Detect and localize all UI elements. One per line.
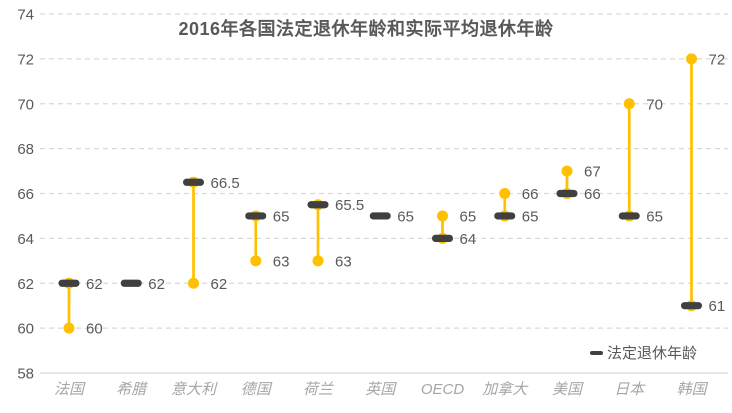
- actual-age-label: 66: [522, 186, 539, 203]
- y-tick-label: 66: [17, 186, 34, 203]
- statutory-age-dash: [183, 178, 204, 186]
- actual-age-label: 70: [646, 96, 663, 113]
- x-category-label: 加拿大: [482, 381, 529, 398]
- actual-age-dot: [561, 165, 573, 177]
- actual-age-label: 65: [460, 208, 477, 225]
- statutory-age-dash: [307, 201, 329, 209]
- statutory-age-label: 65.5: [335, 197, 364, 214]
- actual-age-dot: [188, 277, 199, 289]
- statutory-age-dash: [618, 212, 640, 220]
- actual-age-label: 72: [709, 51, 726, 68]
- y-tick-label: 72: [17, 51, 34, 68]
- statutory-age-label: 65: [273, 208, 290, 225]
- statutory-age-label: 65: [397, 208, 414, 225]
- statutory-age-dash: [120, 279, 142, 287]
- x-category-label: 韩国: [676, 381, 708, 398]
- statutory-age-dash: [369, 212, 391, 220]
- x-category-label: 荷兰: [303, 381, 334, 398]
- actual-age-dot: [686, 53, 697, 65]
- x-category-label: 意大利: [171, 381, 218, 398]
- x-category-label: 英国: [365, 381, 397, 398]
- statutory-age-label: 62: [148, 276, 165, 293]
- statutory-age-label: 61: [709, 298, 726, 315]
- legend: 法定退休年龄: [590, 342, 697, 363]
- actual-age-dot: [63, 322, 75, 334]
- statutory-age-dash: [494, 212, 516, 220]
- actual-age-dot: [437, 210, 448, 222]
- x-category-label: OECD: [421, 381, 465, 398]
- x-category-label: 希腊: [116, 381, 148, 398]
- x-category-label: 德国: [241, 381, 273, 398]
- statutory-age-label: 66: [584, 186, 601, 203]
- statutory-age-dash: [556, 189, 578, 198]
- statutory-age-dash: [245, 212, 267, 220]
- statutory-age-label: 66.5: [211, 175, 240, 192]
- statutory-age-dash: [681, 302, 702, 310]
- actual-age-dot: [312, 255, 324, 267]
- legend-dash-icon: [590, 350, 603, 355]
- y-tick-label: 62: [17, 276, 34, 293]
- y-tick-label: 68: [17, 141, 34, 158]
- actual-age-dot: [623, 98, 635, 110]
- statutory-age-dash: [58, 279, 80, 287]
- actual-age-dot: [499, 188, 511, 199]
- actual-age-label: 63: [335, 253, 352, 270]
- statutory-age-label: 65: [522, 208, 539, 225]
- statutory-age-dash: [432, 234, 453, 242]
- actual-age-dot: [250, 255, 262, 267]
- x-category-label: 日本: [614, 381, 646, 398]
- statutory-age-label: 64: [460, 231, 477, 248]
- actual-age-label: 63: [273, 253, 290, 270]
- actual-age-label: 62: [211, 276, 228, 293]
- actual-age-label: 67: [584, 164, 601, 181]
- statutory-age-label: 62: [86, 276, 103, 293]
- y-tick-label: 70: [17, 96, 34, 113]
- actual-age-label: 60: [86, 321, 103, 338]
- y-tick-label: 58: [17, 366, 34, 383]
- legend-label: 法定退休年龄: [607, 345, 698, 362]
- y-tick-label: 64: [17, 231, 34, 248]
- x-category-label: 美国: [552, 381, 584, 398]
- y-tick-label: 60: [17, 321, 34, 338]
- statutory-age-label: 65: [646, 208, 663, 225]
- y-tick-label: 74: [17, 7, 34, 24]
- x-category-label: 法国: [54, 381, 86, 398]
- chart-title: 2016年各国法定退休年龄和实际平均退休年龄: [178, 19, 554, 39]
